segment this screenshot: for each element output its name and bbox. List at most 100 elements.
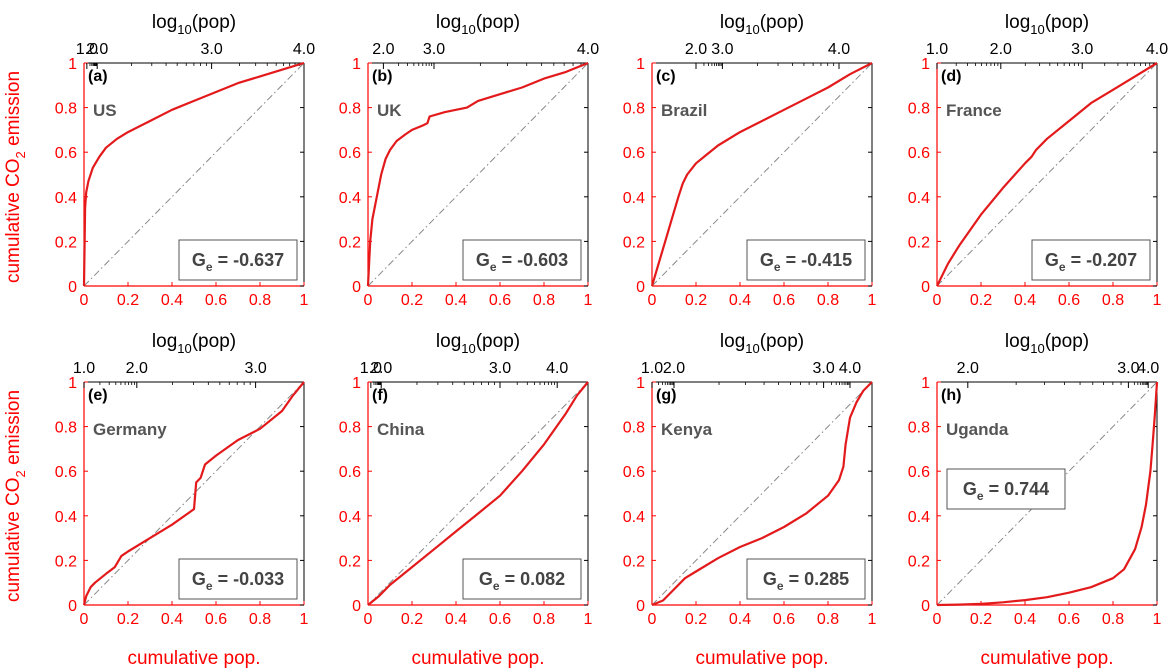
y-tick-label: 0.8 [908,420,930,437]
panel-uk: 0 0.2 0.4 0.6 0.8 1 0 0.2 0.4 0.6 0.8 1 2.0 3.0 4.0 log… [339,12,599,309]
x-tick-label: 0.2 [401,611,423,628]
y-tick-label: 0.6 [55,145,77,162]
country-label: China [377,420,425,439]
x-tick-label: 0.2 [970,611,992,628]
x-tick-label: 0.8 [1102,292,1124,309]
y-tick-label: 0.2 [55,553,77,570]
x-tick-label: 0.2 [685,292,707,309]
y-tick-label: 0.6 [908,145,930,162]
country-label: Uganda [946,420,1009,439]
x-tick-label: 0.8 [533,292,555,309]
top-tick-label: 4.0 [1146,41,1168,58]
country-label: US [93,101,117,120]
x-tick-label: 0.6 [489,611,511,628]
equality-line [83,62,305,287]
x-tick-label: 0.2 [117,611,139,628]
y-tick-label: 0.6 [623,464,645,481]
y-tick-label: 0.2 [908,553,930,570]
y-tick-label: 1 [68,56,77,73]
country-label: Kenya [661,420,713,439]
gini-label: Ge = -0.033 [192,569,284,593]
x-tick-label: 0.6 [773,611,795,628]
equality-line [83,381,305,606]
top-tick-label: 4.0 [839,360,861,377]
top-tick-label: 2.0 [685,41,707,58]
x-tick-label: 0.6 [205,292,227,309]
y-tick-label: 0.4 [623,509,645,526]
x-tick-label: 0 [364,292,373,309]
gini-label: Ge = 0.082 [479,569,565,593]
top-tick-label: 3.0 [489,360,511,377]
top-axis-title: log10(pop) [720,12,804,37]
x-tick-label: 1 [868,611,877,628]
y-tick-label: 0.4 [55,509,77,526]
x-tick-label: 0.4 [445,292,467,309]
equality-line [367,381,589,606]
lorenz-curve [82,61,305,287]
y-tick-label: 0.4 [908,509,930,526]
x-tick-label: 0.8 [817,292,839,309]
gini-label: Ge = 0.744 [963,479,1049,503]
top-tick-label: 4.0 [546,360,568,377]
y-tick-label: 0.4 [339,509,361,526]
lorenz-curve [82,381,305,606]
top-tick-label: 3.0 [244,360,266,377]
gini-label: Ge = 0.285 [763,569,849,593]
x-tick-label: 0 [648,611,657,628]
y-axis-title-top: cumulative CO2 emission [3,71,28,283]
x-axis-title-3: cumulative pop. [695,648,828,669]
x-tick-label: 0.6 [773,292,795,309]
x-tick-label: 0.6 [1058,292,1080,309]
gini-box [462,239,582,281]
lorenz-curve [650,62,873,287]
y-tick-label: 0 [352,279,361,296]
top-tick-label: 4.0 [577,41,599,58]
panel-letter: (h) [941,387,961,404]
equality-line [936,62,1158,287]
panel-france: 0 0.2 0.4 0.6 0.8 100.20.40.60.811.0 2.0 3.0 4.0… [908,12,1168,309]
lorenz-curve [367,381,589,606]
panel-us: 0 0.2 0.4 0.6 0.8 100.20.40.60.811.02.0 3.0 4.0… [55,12,315,309]
y-tick-label: 0.4 [339,190,361,207]
y-tick-label: 0.6 [908,464,930,481]
panel-letter: (g) [656,387,676,404]
x-axis-title-4: cumulative pop. [980,648,1113,669]
lorenz-curve [936,62,1158,287]
y-tick-label: 0.8 [55,101,77,118]
top-tick-label: 2.0 [663,360,685,377]
y-tick-label: 0.2 [623,234,645,251]
y-tick-label: 0.4 [908,190,930,207]
top-tick-label: 2.0 [372,41,394,58]
x-tick-label: 0 [648,292,657,309]
x-tick-label: 0.6 [489,292,511,309]
panel-brazil: 0 0.2 0.4 0.6 0.8 1 0 0.2 0.4 0.6 0.8 1 2.0 3.0 4.0 log… [623,12,877,309]
top-tick-label: 1.0 [73,360,95,377]
top-axis-title: log10(pop) [436,12,520,37]
y-tick-label: 0.8 [623,101,645,118]
top-axis-title: log10(pop) [1005,331,1089,356]
panel-uganda: 0 0.2 0.4 0.6 0.8 1 0 0.2 0.4 0.6 0.8 1 2.0 3.04.0 log… [908,331,1162,628]
y-tick-label: 1 [352,375,361,392]
gini-label: Ge = -0.637 [192,250,284,274]
y-tick-label: 0.6 [55,464,77,481]
top-tick-label: 4.0 [1137,360,1159,377]
country-label: UK [377,101,402,120]
top-tick-label: 3.0 [1071,41,1093,58]
y-tick-label: 0.2 [339,553,361,570]
top-tick-label: 2.0 [126,360,148,377]
x-tick-label: 0.2 [401,292,423,309]
y-tick-label: 1 [68,375,77,392]
panel-letter: (d) [941,68,961,85]
y-tick-label: 0.2 [55,234,77,251]
x-tick-label: 0.4 [729,611,751,628]
top-tick-label: 3.0 [812,360,834,377]
y-tick-label: 0.4 [623,190,645,207]
x-tick-label: 0.4 [1014,611,1036,628]
equality-line [651,62,873,287]
panel-letter: (c) [656,68,676,85]
x-tick-label: 0.2 [970,292,992,309]
y-tick-label: 0.8 [908,101,930,118]
top-tick-label: 2.0 [957,360,979,377]
x-tick-label: 0 [364,611,373,628]
top-tick-label: 4.0 [828,41,850,58]
